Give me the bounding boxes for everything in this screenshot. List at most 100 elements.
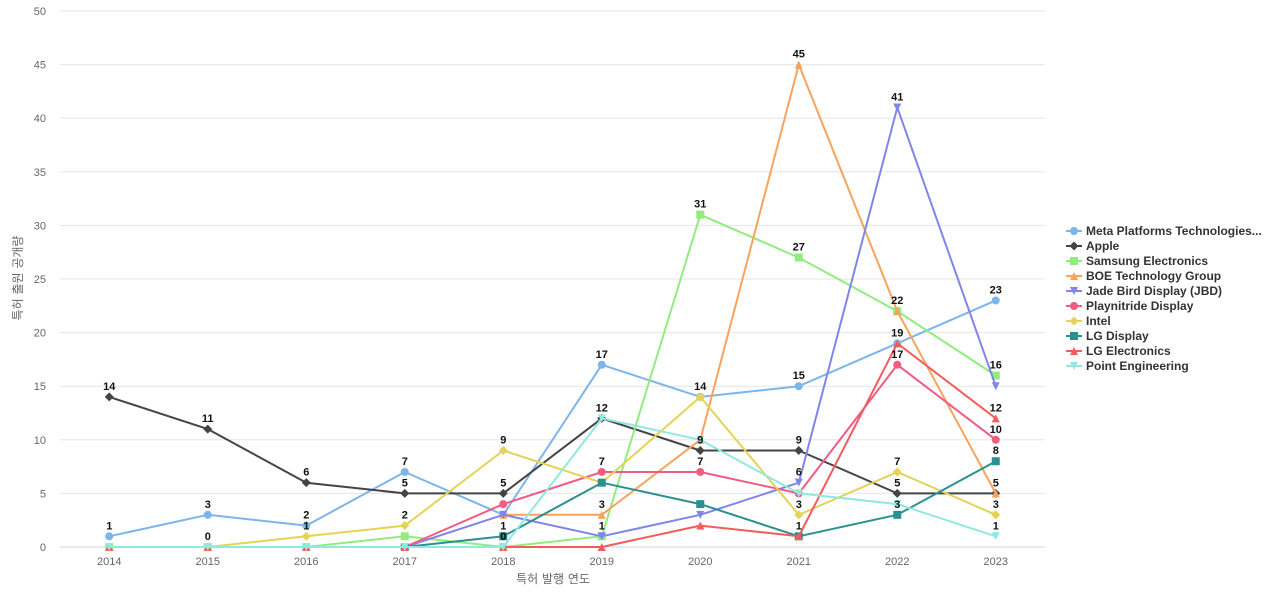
data-point: [597, 543, 606, 551]
data-point: [893, 103, 902, 112]
data-label: 17: [596, 349, 608, 361]
data-point: [696, 210, 705, 219]
x-tick-label: 2018: [491, 556, 515, 568]
data-label: 2: [402, 510, 408, 522]
legend-label: Intel: [1086, 314, 1111, 328]
data-point: [893, 360, 902, 369]
data-point: [696, 521, 705, 530]
data-point: [301, 531, 311, 541]
data-label: 3: [796, 499, 802, 511]
legend-item[interactable]: Jade Bird Display (JBD): [1066, 284, 1222, 298]
series-line: [109, 299, 997, 538]
data-point: [991, 414, 1000, 423]
series-line: [109, 213, 997, 548]
data-point: [991, 457, 1000, 466]
x-tick-label: 2022: [885, 556, 909, 568]
data-point: [893, 307, 902, 316]
y-tick-label: 10: [34, 435, 46, 447]
y-tick-label: 35: [34, 167, 46, 179]
legend-item[interactable]: LG Electronics: [1066, 344, 1171, 358]
data-label: 3: [993, 499, 999, 511]
data-point: [695, 446, 705, 456]
data-point: [302, 543, 311, 551]
series-line: [109, 417, 997, 548]
data-point: [696, 467, 705, 476]
data-point: [794, 489, 803, 498]
data-label: 1: [993, 520, 999, 532]
data-point: [597, 510, 606, 519]
data-point: [892, 488, 902, 498]
data-label: 3: [205, 499, 211, 511]
data-point: [400, 467, 409, 476]
y-tick-label: 5: [40, 488, 46, 500]
x-axis-ticks: 2014 2015 2016 2017 2018 2019 2020 2021 2022 2023: [97, 556, 1008, 568]
data-point: [696, 500, 705, 509]
legend-marker-symbol: [1069, 316, 1079, 326]
legend-label: Meta Platforms Technologies...: [1086, 224, 1262, 238]
legend-item[interactable]: Playnitride Display: [1066, 299, 1194, 313]
data-point: [597, 414, 606, 423]
legend-marker-symbol: [1070, 362, 1078, 370]
data-point: [794, 446, 804, 456]
data-point: [400, 521, 410, 531]
data-label: 1: [796, 520, 802, 532]
legend-item[interactable]: Intel: [1066, 314, 1111, 328]
data-point: [597, 467, 606, 476]
data-point: [893, 510, 902, 519]
data-label: 12: [990, 402, 1002, 414]
data-point: [893, 500, 902, 509]
data-label: 3: [599, 499, 605, 511]
data-label: 6: [796, 467, 802, 479]
data-label: 22: [891, 295, 903, 307]
x-tick-label: 2019: [590, 556, 614, 568]
data-point: [794, 382, 803, 391]
series-line: [503, 63, 997, 516]
data-point: [105, 532, 114, 541]
legend-item[interactable]: Samsung Electronics: [1066, 254, 1208, 268]
series-line: [108, 395, 996, 495]
y-tick-label: 45: [34, 60, 46, 72]
x-tick-label: 2015: [196, 556, 220, 568]
legend-label: Jade Bird Display (JBD): [1086, 284, 1222, 298]
data-point: [301, 478, 311, 488]
data-label: 31: [694, 199, 706, 211]
data-label: 19: [891, 327, 903, 339]
legend-label: Apple: [1086, 239, 1120, 253]
data-point: [499, 532, 508, 541]
data-label: 3: [894, 499, 900, 511]
data-point: [597, 532, 606, 541]
data-label: 1: [303, 520, 309, 532]
x-tick-label: 2023: [984, 556, 1008, 568]
legend-item[interactable]: Point Engineering: [1066, 359, 1189, 373]
data-label: 14: [103, 381, 116, 393]
y-tick-label: 40: [34, 113, 46, 125]
x-tick-label: 2017: [393, 556, 417, 568]
legend-item[interactable]: Meta Platforms Technologies...: [1066, 224, 1262, 238]
series-4: [400, 103, 1000, 551]
data-label: 7: [894, 456, 900, 468]
legend-item[interactable]: Apple: [1066, 239, 1120, 253]
data-point: [794, 253, 803, 262]
data-point: [695, 392, 705, 402]
data-label: 7: [402, 456, 408, 468]
y-axis-ticks: 0 5 10 15 20 25 30 35 40 45 50: [34, 6, 46, 554]
data-point: [991, 371, 1000, 380]
legend-item[interactable]: BOE Technology Group: [1066, 269, 1221, 283]
data-label: 5: [402, 477, 408, 489]
data-label: 1: [106, 520, 112, 532]
data-point: [203, 424, 213, 434]
legend-marker-symbol: [1070, 332, 1078, 340]
legend-label: LG Display: [1086, 329, 1149, 343]
data-label: 45: [793, 49, 805, 61]
legend-marker-symbol: [1070, 287, 1078, 295]
data-point: [499, 543, 508, 551]
data-label: 23: [990, 284, 1002, 296]
data-label: 7: [599, 456, 605, 468]
x-tick-label: 2020: [688, 556, 712, 568]
series-line: [404, 106, 997, 548]
legend-marker-symbol: [1070, 347, 1078, 355]
legend-item[interactable]: LG Display: [1066, 329, 1149, 343]
data-point: [991, 510, 1001, 520]
data-label: 17: [891, 349, 903, 361]
